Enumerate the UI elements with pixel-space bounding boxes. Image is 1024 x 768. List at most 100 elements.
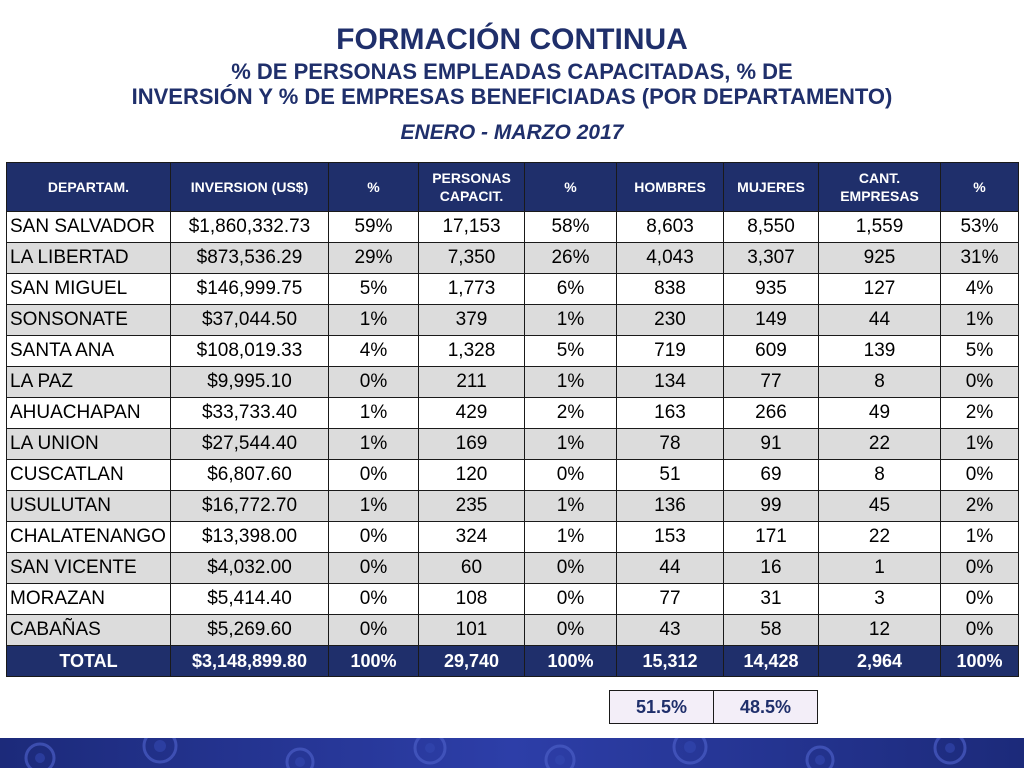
cell-persons: 429 [418,397,525,429]
table-row: MORAZAN $5,414.40 0% 108 0% 77 31 3 0% [6,583,1019,615]
cell-companies: 12 [818,614,941,646]
cell-companies-pct: 0% [940,366,1019,398]
cell-persons: 235 [418,490,525,522]
cell-men: 163 [616,397,724,429]
cell-persons: 120 [418,459,525,491]
cell-persons: 60 [418,552,525,584]
table-row: LA LIBERTAD $873,536.29 29% 7,350 26% 4,043 3,… [6,242,1019,274]
col-header-investment: INVERSION (US$) [170,162,329,212]
cell-investment-pct: 4% [328,335,419,367]
total-investment: $3,148,899.80 [170,645,329,677]
total-department: TOTAL [6,645,171,677]
cell-men: 4,043 [616,242,724,274]
cell-investment: $5,414.40 [170,583,329,615]
cell-persons: 7,350 [418,242,525,274]
total-persons-pct: 100% [524,645,617,677]
cell-persons-pct: 58% [524,211,617,243]
cell-men: 153 [616,521,724,553]
cell-persons: 17,153 [418,211,525,243]
gender-share-row: 51.5% 48.5% [609,690,818,724]
col-header-persons: PERSONAS CAPACIT. [418,162,525,212]
cell-men: 44 [616,552,724,584]
cell-persons-pct: 1% [524,490,617,522]
cell-companies-pct: 0% [940,614,1019,646]
cell-women: 69 [723,459,819,491]
cell-investment-pct: 0% [328,583,419,615]
cell-companies-pct: 0% [940,459,1019,491]
cell-investment-pct: 59% [328,211,419,243]
cell-companies-pct: 53% [940,211,1019,243]
table-header-row: DEPARTAM. INVERSION (US$) % PERSONAS CAP… [6,162,1019,212]
cell-women: 99 [723,490,819,522]
men-share-cell: 51.5% [609,690,714,724]
cell-companies: 22 [818,428,941,460]
cell-persons-pct: 2% [524,397,617,429]
cell-investment: $108,019.33 [170,335,329,367]
cell-women: 91 [723,428,819,460]
table-row: SONSONATE $37,044.50 1% 379 1% 230 149 44 1% [6,304,1019,336]
cell-men: 43 [616,614,724,646]
cell-department: SAN MIGUEL [6,273,171,305]
cell-investment-pct: 29% [328,242,419,274]
total-companies: 2,964 [818,645,941,677]
cell-department: SAN SALVADOR [6,211,171,243]
cell-department: MORAZAN [6,583,171,615]
total-women: 14,428 [723,645,819,677]
cell-persons-pct: 1% [524,366,617,398]
cell-women: 16 [723,552,819,584]
cell-women: 3,307 [723,242,819,274]
cell-investment: $13,398.00 [170,521,329,553]
cell-companies: 139 [818,335,941,367]
table-row: SAN SALVADOR $1,860,332.73 59% 17,153 58% 8,6… [6,211,1019,243]
cell-investment: $4,032.00 [170,552,329,584]
table-body: SAN SALVADOR $1,860,332.73 59% 17,153 58% 8,6… [6,211,1019,677]
cell-companies-pct: 31% [940,242,1019,274]
cell-investment-pct: 0% [328,366,419,398]
cell-department: CUSCATLAN [6,459,171,491]
table-row: SAN MIGUEL $146,999.75 5% 1,773 6% 838 935 127 4… [6,273,1019,305]
cell-companies: 925 [818,242,941,274]
cell-investment-pct: 1% [328,397,419,429]
cell-women: 266 [723,397,819,429]
cell-men: 136 [616,490,724,522]
table-row: LA UNION $27,544.40 1% 169 1% 78 91 22 1% [6,428,1019,460]
cell-companies-pct: 1% [940,521,1019,553]
cell-women: 171 [723,521,819,553]
cell-persons: 169 [418,428,525,460]
gear-pattern-icon [24,738,967,768]
cell-men: 134 [616,366,724,398]
cell-department: LA PAZ [6,366,171,398]
table-total-row: TOTAL $3,148,899.80 100% 29,740 100% 15,312 14… [6,645,1019,677]
cell-persons-pct: 0% [524,614,617,646]
cell-persons: 108 [418,583,525,615]
col-header-companies-pct: % [940,162,1019,212]
table-row: CHALATENANGO $13,398.00 0% 324 1% 153 171 22 1% [6,521,1019,553]
cell-men: 8,603 [616,211,724,243]
cell-department: SANTA ANA [6,335,171,367]
col-header-companies: CANT. EMPRESAS [818,162,941,212]
cell-investment: $16,772.70 [170,490,329,522]
cell-investment-pct: 0% [328,552,419,584]
cell-companies: 1 [818,552,941,584]
cell-women: 149 [723,304,819,336]
subtitle-line-2: INVERSIÓN Y % DE EMPRESAS BENEFICIADAS (… [131,84,893,109]
cell-investment-pct: 0% [328,521,419,553]
cell-women: 77 [723,366,819,398]
cell-women: 609 [723,335,819,367]
total-companies-pct: 100% [940,645,1019,677]
cell-persons-pct: 1% [524,304,617,336]
cell-persons-pct: 0% [524,459,617,491]
cell-companies: 1,559 [818,211,941,243]
cell-persons-pct: 26% [524,242,617,274]
cell-companies: 44 [818,304,941,336]
cell-companies-pct: 2% [940,490,1019,522]
cell-women: 935 [723,273,819,305]
cell-companies: 3 [818,583,941,615]
cell-investment: $33,733.40 [170,397,329,429]
cell-department: AHUACHAPAN [6,397,171,429]
col-header-department: DEPARTAM. [6,162,171,212]
cell-women: 31 [723,583,819,615]
cell-department: CHALATENANGO [6,521,171,553]
cell-companies: 127 [818,273,941,305]
subtitle-line-1: % DE PERSONAS EMPLEADAS CAPACITADAS, % D… [231,59,793,84]
